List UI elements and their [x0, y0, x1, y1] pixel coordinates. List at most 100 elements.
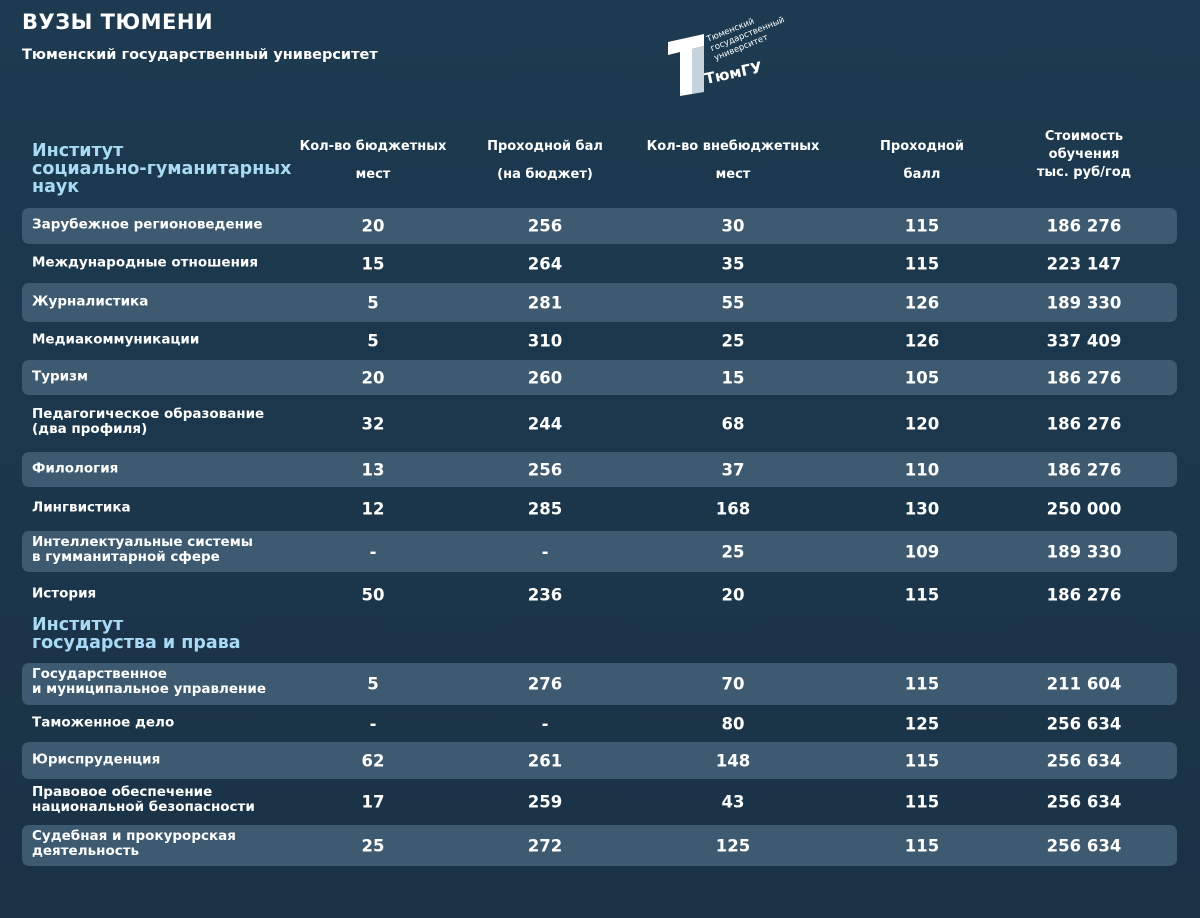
column-header-line: Кол-во внебюджетных [646, 139, 820, 154]
row-name-line: Медиакоммуникации [32, 331, 200, 348]
table-cell: 15 [721, 368, 745, 387]
page-subtitle: Тюменский государственный университет [22, 47, 378, 63]
row-name-line: Интеллектуальные системы [32, 533, 253, 550]
table-cell: 5 [367, 331, 379, 351]
logo-mark-side [692, 46, 704, 94]
table-cell: 276 [527, 674, 563, 694]
table-cell: 281 [527, 293, 563, 312]
row-band [22, 283, 1177, 322]
table-cell: 260 [527, 368, 563, 387]
table-cell: 223 147 [1046, 254, 1122, 273]
table-cell: 15 [361, 254, 385, 273]
table-cell: 115 [904, 674, 940, 694]
row-name-line: История [32, 585, 97, 602]
table-cell: 68 [721, 414, 745, 433]
row-band [22, 452, 1177, 487]
column-header-line: обучения [1048, 147, 1120, 162]
row-name: Судебная и прокурорская деятельность [32, 828, 236, 859]
table-cell: 126 [904, 293, 940, 312]
table-cell: 256 [527, 216, 563, 236]
row-name: Международные отношения [32, 255, 258, 270]
table-cell: 337 409 [1046, 331, 1122, 351]
table-cell: 5 [367, 293, 379, 312]
logo-mark [668, 34, 704, 96]
row-name-line: Журналистика [32, 293, 149, 309]
logo-abbr: ТюмГУ [703, 58, 764, 88]
table-cell: 37 [721, 460, 745, 479]
table-cell: - [541, 542, 549, 561]
table-cell: 130 [904, 499, 940, 519]
table-cell: 115 [904, 836, 940, 855]
row-name: Государственное и муниципальное управлени… [32, 667, 266, 697]
table-cell: 30 [721, 216, 745, 236]
column-header-line: Проходной [880, 139, 964, 154]
row-name: Медиакоммуникации [32, 331, 200, 348]
section-title: Институт государства и права [32, 616, 241, 652]
table-cell: 126 [904, 331, 940, 351]
row-name-line: в гумманитарной сфере [32, 548, 220, 565]
row-name-line: Филология [32, 460, 119, 476]
table-cell: 261 [527, 751, 563, 770]
table-cell: 32 [361, 414, 385, 433]
row-name: Зарубежное регионоведение [32, 216, 263, 233]
page-title: ВУЗЫ ТЮМЕНИ [22, 10, 214, 34]
table-cell: 189 330 [1046, 542, 1122, 561]
table-cell: 285 [527, 499, 563, 519]
row-name: Интеллектуальные системы в гумманитарной … [32, 533, 253, 565]
table-cell: 25 [721, 542, 745, 561]
table-cell: 148 [715, 751, 751, 770]
section-title-line: Институт [32, 615, 124, 635]
row-name-line: Педагогическое образование [32, 405, 265, 422]
row-band [22, 742, 1177, 779]
table-cell: 211 604 [1046, 674, 1122, 694]
table-cell: 55 [721, 293, 745, 312]
row-name-line: Международные отношения [32, 254, 259, 270]
table-cell: 186 276 [1046, 368, 1122, 387]
table-cell: 35 [721, 254, 745, 273]
table-cell: 62 [361, 751, 385, 770]
table-cell: 256 634 [1046, 714, 1122, 733]
row-name-line: Правовое обеспечение [32, 784, 213, 800]
row-name: Журналистика [32, 294, 148, 309]
table-cell: 80 [721, 714, 745, 733]
section-title-line: Институт [32, 141, 124, 161]
row-name-line: национальной безопасности [32, 799, 255, 815]
table-cell: 115 [904, 254, 940, 273]
table-cell: 13 [361, 460, 385, 479]
table-cell: 244 [527, 414, 563, 433]
row-name: Лингвистика [32, 500, 131, 516]
row-name: Таможенное дело [32, 715, 174, 730]
column-header: Проходной балл [822, 133, 1022, 189]
table-cell: 310 [527, 331, 563, 351]
section-title: Институт социально-гуманитарных наук [32, 142, 291, 196]
column-header-line: мест [715, 167, 751, 182]
column-header-line: Кол-во бюджетных [299, 139, 447, 154]
table-cell: 25 [361, 836, 385, 855]
column-header-line: Проходной бал [487, 139, 603, 154]
row-name-line: Таможенное дело [32, 714, 175, 730]
row-band [22, 360, 1177, 395]
table-cell: 17 [361, 792, 385, 812]
table-cell: 186 276 [1046, 216, 1122, 236]
table-cell: 70 [721, 674, 745, 694]
table-cell: - [369, 542, 377, 561]
table-cell: 250 000 [1046, 499, 1122, 519]
section-title-line: государства и права [32, 633, 241, 653]
table-cell: 115 [904, 792, 940, 812]
row-name-line: Зарубежное регионоведение [32, 216, 263, 233]
table-cell: 5 [367, 674, 379, 694]
table-cell: 189 330 [1046, 293, 1122, 312]
table-cell: 256 [527, 460, 563, 479]
row-name: Юриспруденция [32, 752, 160, 767]
column-header-line: балл [903, 167, 941, 182]
table-cell: 20 [361, 216, 385, 236]
table-cell: 186 276 [1046, 414, 1122, 433]
row-name: Правовое обеспечение национальной безопас… [32, 785, 255, 815]
table-cell: 43 [721, 792, 745, 812]
row-band [22, 825, 1177, 866]
table-cell: 110 [904, 460, 940, 479]
column-header-line: Стоимость [1044, 129, 1124, 144]
column-header-line: тыс. руб/год [1036, 165, 1132, 180]
